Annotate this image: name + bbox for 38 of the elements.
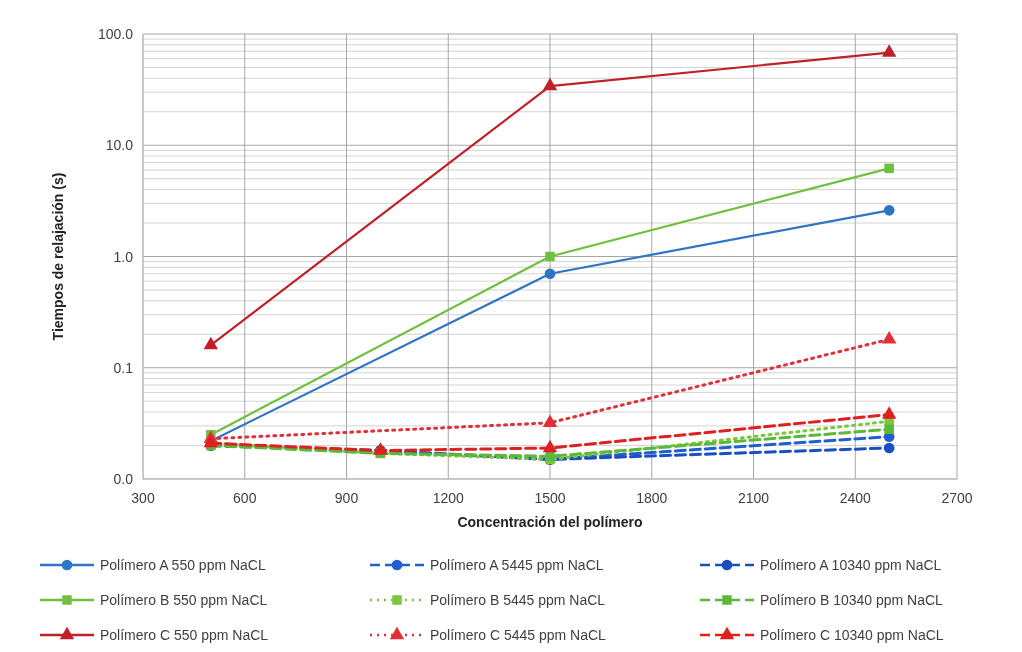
legend-label: Polímero C 10340 ppm NaCL bbox=[760, 627, 944, 643]
legend-label: Polímero B 5445 ppm NaCL bbox=[430, 592, 606, 608]
point bbox=[881, 406, 897, 419]
x-tick-label: 1500 bbox=[534, 490, 566, 506]
point bbox=[884, 163, 894, 174]
legend-label: Polímero A 550 ppm NaCL bbox=[100, 557, 266, 573]
point bbox=[881, 331, 897, 344]
legend-label: Polímero B 550 ppm NaCL bbox=[100, 592, 268, 608]
x-tick-label: 600 bbox=[233, 490, 257, 506]
point bbox=[881, 44, 897, 57]
point bbox=[884, 424, 894, 434]
y-tick-label: 1.0 bbox=[113, 248, 134, 265]
legend-label: Polímero B 10340 ppm NaCL bbox=[760, 592, 944, 608]
x-tick-label: 1800 bbox=[636, 490, 668, 506]
legend-label: Polímero A 10340 ppm NaCL bbox=[760, 557, 942, 573]
point bbox=[542, 414, 558, 427]
y-tick-label: 10.0 bbox=[105, 137, 134, 154]
legend-label: Polímero C 5445 ppm NaCL bbox=[430, 627, 607, 643]
point bbox=[544, 268, 556, 280]
x-axis-title: Concentración del polímero bbox=[457, 514, 643, 530]
x-tick-label: 2400 bbox=[839, 490, 872, 506]
point bbox=[542, 439, 558, 453]
legend-label: Polímero A 5445 ppm NaCL bbox=[430, 557, 604, 573]
point bbox=[883, 204, 895, 216]
legend-label: Polímero C 550 ppm NaCL bbox=[100, 627, 269, 643]
x-tick-label: 900 bbox=[334, 490, 359, 506]
x-tick-label: 1200 bbox=[432, 490, 465, 506]
y-tick-label: 100.0 bbox=[97, 26, 134, 42]
point bbox=[883, 442, 895, 454]
x-tick-label: 300 bbox=[131, 490, 155, 506]
point bbox=[542, 77, 558, 91]
point bbox=[545, 251, 555, 262]
point bbox=[203, 336, 219, 350]
y-axis-title: Tiempos de relajación (s) bbox=[50, 172, 66, 341]
y-tick-label: 0.1 bbox=[113, 359, 134, 376]
y-tick-label: 0.0 bbox=[113, 471, 134, 487]
x-tick-label: 2700 bbox=[941, 490, 973, 506]
x-tick-label: 2100 bbox=[737, 490, 770, 506]
